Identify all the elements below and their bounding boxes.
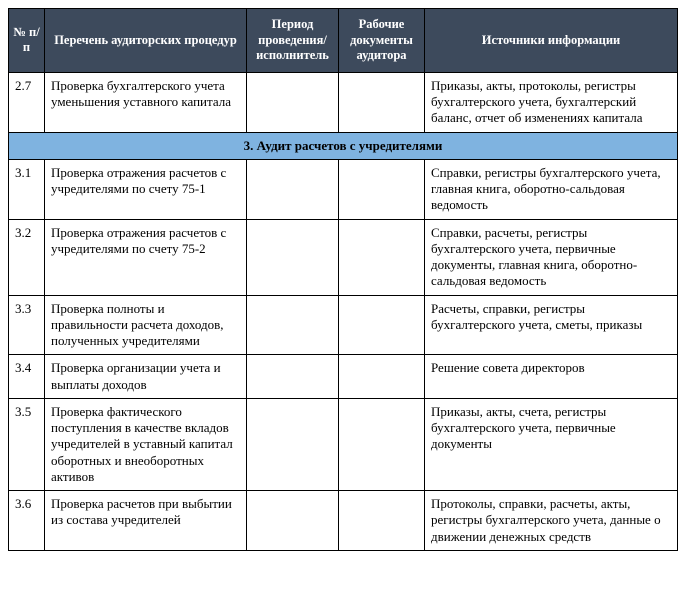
cell-docs bbox=[339, 219, 425, 295]
cell-sources: Приказы, акты, протоколы, регистры бухга… bbox=[425, 72, 678, 132]
table-row: 2.7 Проверка бухгалтерского учета уменьш… bbox=[9, 72, 678, 132]
cell-docs bbox=[339, 398, 425, 490]
table-row: 3.2 Проверка отражения расчетов с учреди… bbox=[9, 219, 678, 295]
col-header-num: № п/п bbox=[9, 9, 45, 73]
table-row: 3.3 Проверка полноты и правильности расч… bbox=[9, 295, 678, 355]
cell-docs bbox=[339, 295, 425, 355]
table-row: 3.4 Проверка организации учета и выплаты… bbox=[9, 355, 678, 399]
cell-num: 3.3 bbox=[9, 295, 45, 355]
cell-procedure: Проверка расчетов при выбытии из состава… bbox=[45, 491, 247, 551]
cell-num: 3.1 bbox=[9, 159, 45, 219]
cell-docs bbox=[339, 72, 425, 132]
cell-num: 3.2 bbox=[9, 219, 45, 295]
col-header-docs: Рабочие документы аудитора bbox=[339, 9, 425, 73]
section-title: 3. Аудит расчетов с учредителями bbox=[9, 132, 678, 159]
cell-period bbox=[247, 295, 339, 355]
cell-num: 3.6 bbox=[9, 491, 45, 551]
section-header-row: 3. Аудит расчетов с учредителями bbox=[9, 132, 678, 159]
cell-sources: Расчеты, справки, регистры бухгалтерског… bbox=[425, 295, 678, 355]
cell-procedure: Проверка отражения расчетов с учредителя… bbox=[45, 159, 247, 219]
cell-period bbox=[247, 72, 339, 132]
col-header-sources: Источники информации bbox=[425, 9, 678, 73]
table-row: 3.5 Проверка фактического поступления в … bbox=[9, 398, 678, 490]
cell-num: 2.7 bbox=[9, 72, 45, 132]
cell-num: 3.5 bbox=[9, 398, 45, 490]
table-row: 3.6 Проверка расчетов при выбытии из сос… bbox=[9, 491, 678, 551]
cell-sources: Протоколы, справки, расчеты, акты, регис… bbox=[425, 491, 678, 551]
cell-procedure: Проверка полноты и правильности расчета … bbox=[45, 295, 247, 355]
audit-procedures-table: № п/п Перечень аудиторских процедур Пери… bbox=[8, 8, 678, 551]
cell-docs bbox=[339, 491, 425, 551]
table-header: № п/п Перечень аудиторских процедур Пери… bbox=[9, 9, 678, 73]
col-header-period: Период проведения/ исполнитель bbox=[247, 9, 339, 73]
cell-docs bbox=[339, 355, 425, 399]
cell-procedure: Проверка бухгалтерского учета уменьшения… bbox=[45, 72, 247, 132]
cell-period bbox=[247, 355, 339, 399]
table-row: 3.1 Проверка отражения расчетов с учреди… bbox=[9, 159, 678, 219]
cell-period bbox=[247, 159, 339, 219]
cell-period bbox=[247, 219, 339, 295]
cell-procedure: Проверка организации учета и выплаты дох… bbox=[45, 355, 247, 399]
cell-sources: Справки, регистры бухгалтерского учета, … bbox=[425, 159, 678, 219]
cell-docs bbox=[339, 159, 425, 219]
cell-period bbox=[247, 398, 339, 490]
cell-procedure: Проверка фактического поступления в каче… bbox=[45, 398, 247, 490]
cell-sources: Решение совета директоров bbox=[425, 355, 678, 399]
cell-procedure: Проверка отражения расчетов с учредителя… bbox=[45, 219, 247, 295]
cell-sources: Справки, расчеты, регистры бухгалтерског… bbox=[425, 219, 678, 295]
cell-period bbox=[247, 491, 339, 551]
col-header-procedure: Перечень аудиторских процедур bbox=[45, 9, 247, 73]
cell-sources: Приказы, акты, счета, регистры бухгалтер… bbox=[425, 398, 678, 490]
cell-num: 3.4 bbox=[9, 355, 45, 399]
